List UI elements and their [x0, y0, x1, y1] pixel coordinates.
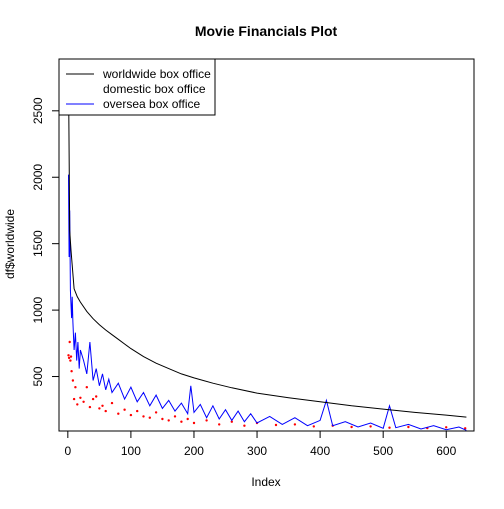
domestic-point — [85, 386, 89, 389]
domestic-point — [70, 370, 73, 373]
domestic-point — [91, 397, 95, 401]
domestic-point — [186, 417, 189, 421]
domestic-point — [129, 413, 133, 417]
domestic-point — [205, 419, 208, 422]
x-tick-label: 400 — [310, 444, 330, 458]
domestic-point — [167, 419, 170, 422]
x-tick-label: 100 — [121, 444, 141, 458]
y-tick-label: 2000 — [31, 164, 45, 191]
domestic-point — [123, 408, 126, 411]
domestic-point — [69, 359, 72, 362]
domestic-point — [76, 403, 79, 406]
y-axis-label: df$worldwide — [3, 209, 17, 279]
y-tick-label: 500 — [31, 366, 45, 386]
x-axis-label: Index — [251, 475, 280, 489]
domestic-point — [69, 355, 73, 358]
domestic-point — [88, 405, 92, 409]
domestic-point — [142, 415, 145, 418]
domestic-point — [72, 397, 76, 401]
domestic-point — [274, 423, 278, 427]
worldwide-line — [68, 72, 467, 418]
y-tick-label: 1500 — [31, 230, 45, 257]
domestic-point — [136, 409, 139, 413]
domestic-point — [82, 400, 85, 403]
domestic-point — [67, 356, 71, 360]
domestic-point — [101, 404, 104, 407]
domestic-point — [71, 379, 75, 382]
domestic-point — [117, 412, 120, 415]
domestic-point — [161, 417, 164, 421]
chart-title: Movie Financials Plot — [195, 23, 338, 39]
domestic-point — [173, 415, 177, 418]
domestic-point — [230, 420, 233, 423]
domestic-point — [104, 409, 107, 413]
domestic-point — [445, 426, 448, 429]
domestic-point — [293, 423, 297, 426]
x-tick-label: 600 — [436, 444, 456, 458]
x-tick-label: 200 — [184, 444, 204, 458]
plot-layer: 0 100 200 300 400 500 600 500 1000 1500 2000 2500 — [31, 58, 475, 458]
domestic-point — [95, 395, 98, 398]
legend-label: domestic box office — [103, 82, 206, 96]
domestic-point — [218, 423, 221, 426]
domestic-point — [407, 425, 410, 429]
x-tick-label: 0 — [64, 444, 71, 458]
domestic-point — [369, 425, 372, 428]
legend-label: oversea box office — [103, 97, 200, 111]
x-tick-label: 300 — [247, 444, 267, 458]
domestic-point — [98, 407, 101, 410]
domestic-point — [148, 416, 151, 419]
domestic-point — [74, 386, 77, 389]
legend-box — [58, 58, 216, 116]
domestic-point — [464, 427, 467, 430]
y-tick-label: 2500 — [31, 97, 45, 124]
domestic-point — [79, 396, 82, 399]
oversea-line — [68, 174, 467, 431]
legend-label: worldwide box office — [102, 67, 211, 81]
x-tick-label: 500 — [373, 444, 393, 458]
domestic-point — [388, 426, 391, 429]
y-tick-label: 1000 — [31, 296, 45, 323]
domestic-point — [192, 421, 196, 425]
domestic-point — [243, 424, 246, 427]
domestic-point — [67, 354, 70, 357]
domestic-point — [350, 425, 353, 429]
domestic-point — [312, 425, 315, 428]
domestic-point — [110, 401, 114, 405]
domestic-point — [180, 420, 183, 423]
domestic-point — [154, 411, 158, 414]
domestic-point — [68, 340, 71, 344]
